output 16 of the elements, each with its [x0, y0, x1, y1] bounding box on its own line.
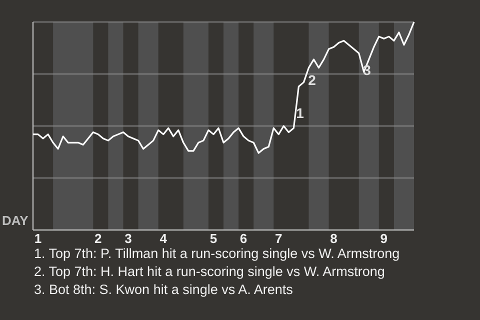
x-tick-label: 3: [124, 231, 132, 246]
x-tick-label: 9: [380, 231, 388, 246]
annotation: 2: [308, 72, 316, 88]
x-tick-label: 8: [330, 231, 338, 246]
x-tick-label: 6: [240, 231, 248, 246]
annotation: 3: [363, 62, 372, 78]
x-tick-label: 2: [94, 231, 102, 246]
text: 3. Bot 8th: S. Kwon hit a single vs A. Arents: [34, 282, 294, 297]
x-tick-label: 7: [275, 231, 282, 246]
x-tick-label: 1: [34, 231, 42, 246]
text: 1. Top 7th: P. Tillman hit a run-scoring single vs W. Armstrong: [34, 246, 400, 261]
y-axis-title: DAY: [2, 213, 29, 228]
x-tick-label: 5: [210, 231, 218, 246]
x-tick-label: 4: [160, 231, 168, 246]
text: 2. Top 7th: H. Hart hit a run-scoring single vs W. Armstrong: [34, 264, 385, 279]
annotation: 1: [296, 105, 304, 121]
